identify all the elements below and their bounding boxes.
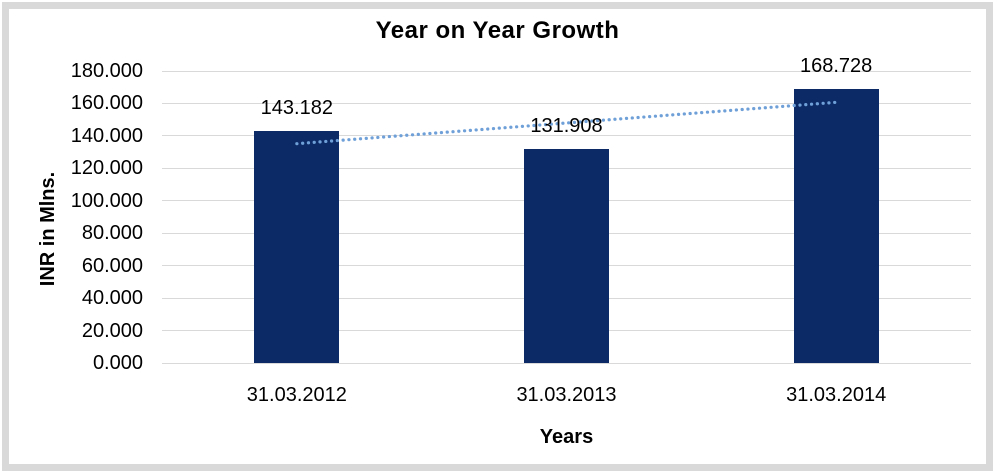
y-tick-label: 140.000 — [70, 124, 143, 147]
y-tick-label: 20.000 — [81, 319, 143, 342]
bar-31.03.2013 — [524, 149, 609, 363]
bar-31.03.2014 — [793, 89, 879, 363]
bar-data-label: 168.728 — [800, 55, 873, 78]
bar-31.03.2012 — [254, 130, 340, 363]
gridline — [162, 70, 971, 72]
x-tick-label: 31.03.2014 — [786, 384, 887, 406]
gridline — [162, 362, 971, 364]
y-tick-label: 60.000 — [81, 254, 143, 277]
chart-title: Year on Year Growth — [375, 17, 620, 44]
x-tick-label: 31.03.2013 — [516, 384, 617, 406]
y-tick-label: 80.000 — [81, 222, 143, 245]
y-tick-label: 40.000 — [81, 287, 143, 310]
y-tick-label: 180.000 — [70, 60, 143, 82]
y-tick-label: 120.000 — [70, 157, 143, 180]
bar-data-label: 143.182 — [260, 96, 333, 119]
y-tick-label: 0.000 — [92, 352, 143, 374]
x-tick-label: 31.03.2012 — [246, 384, 347, 406]
bar-data-label: 131.908 — [530, 115, 603, 138]
x-axis-title: Years — [539, 426, 594, 448]
y-tick-label: 100.000 — [70, 189, 143, 212]
y-tick-label: 160.000 — [70, 92, 143, 115]
